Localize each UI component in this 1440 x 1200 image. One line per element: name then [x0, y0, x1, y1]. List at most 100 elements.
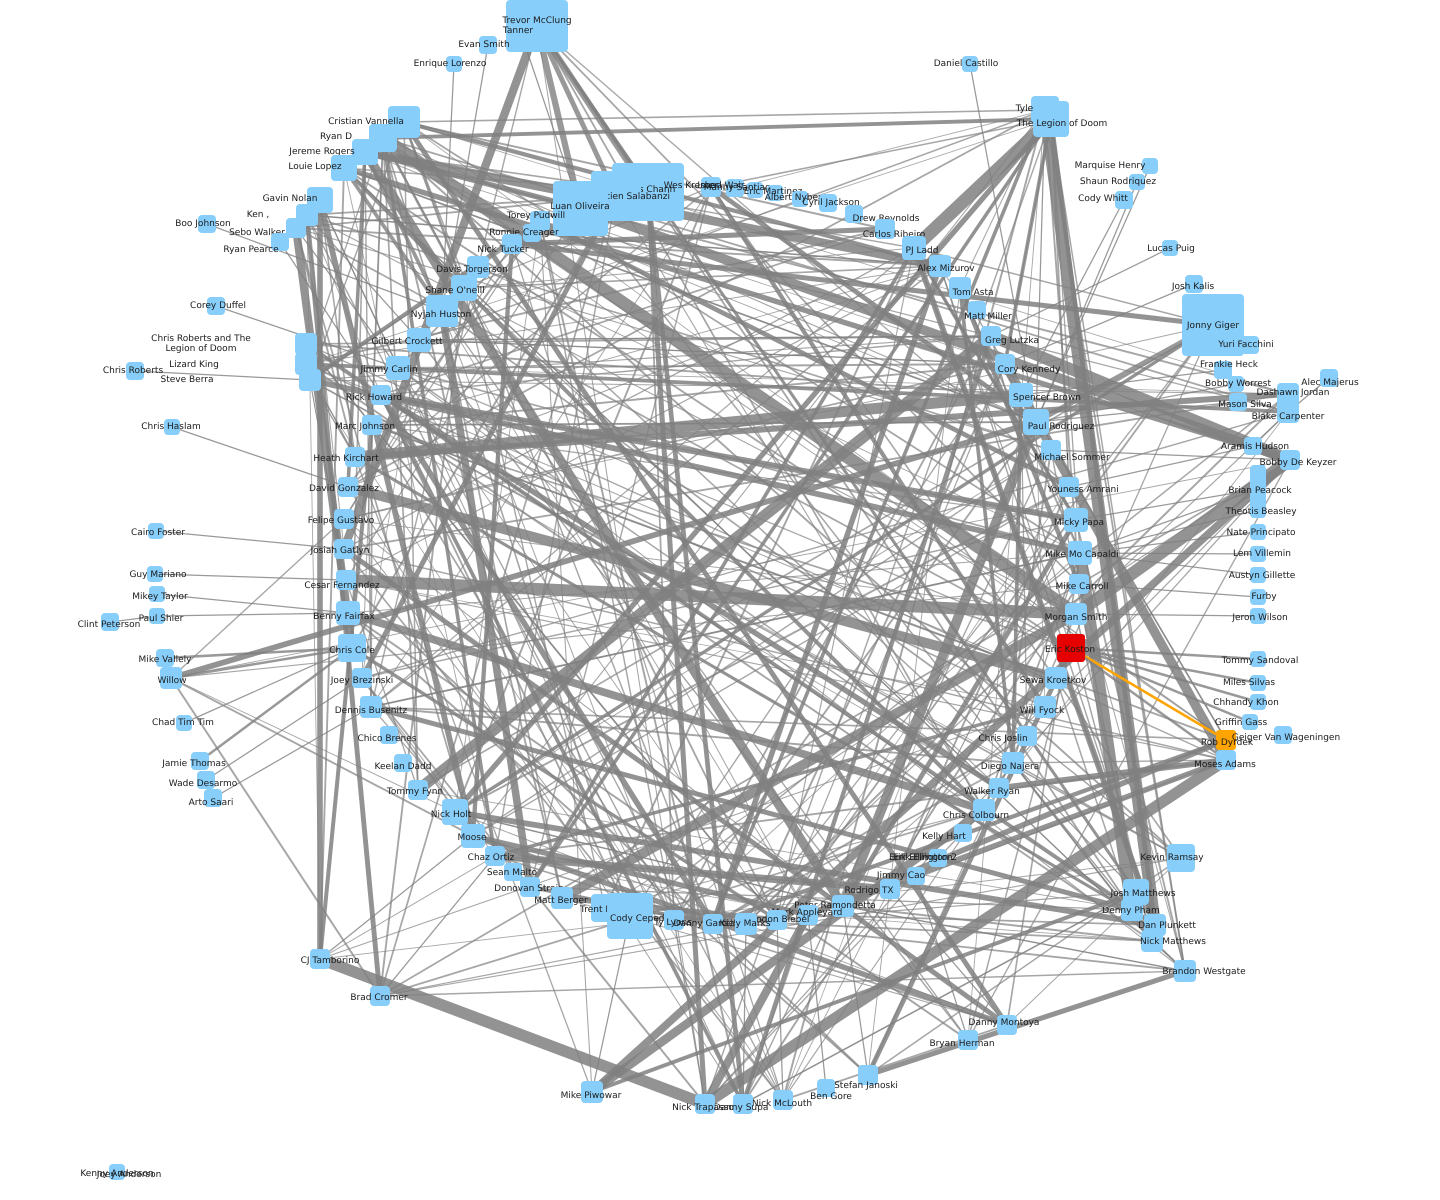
graph-node[interactable] [1141, 930, 1163, 952]
graph-node[interactable] [968, 301, 986, 319]
graph-node[interactable] [817, 1079, 835, 1097]
graph-node[interactable] [1216, 730, 1236, 750]
graph-node[interactable] [299, 369, 321, 391]
graph-node[interactable] [371, 385, 391, 405]
graph-node[interactable] [695, 1094, 715, 1114]
graph-node[interactable] [338, 634, 366, 662]
graph-node[interactable] [1185, 275, 1203, 293]
graph-node[interactable] [426, 295, 458, 327]
graph-node[interactable] [1034, 696, 1056, 718]
graph-node[interactable] [819, 194, 837, 212]
graph-node[interactable] [767, 910, 787, 930]
graph-node[interactable] [902, 236, 926, 260]
graph-node[interactable] [407, 328, 431, 352]
graph-node[interactable] [954, 824, 972, 842]
graph-node[interactable] [1244, 437, 1262, 455]
graph-node[interactable] [1250, 651, 1266, 667]
graph-node[interactable] [1277, 401, 1299, 423]
graph-node[interactable] [1250, 524, 1266, 540]
graph-node[interactable] [1174, 960, 1196, 982]
graph-node[interactable] [845, 205, 863, 223]
graph-node[interactable] [295, 333, 317, 355]
graph-node[interactable] [735, 913, 757, 935]
graph-node[interactable] [1002, 752, 1024, 774]
graph-node[interactable] [207, 297, 225, 315]
graph-node[interactable] [336, 601, 360, 625]
graph-node[interactable] [1162, 240, 1178, 256]
graph-node[interactable] [880, 879, 900, 899]
graph-node[interactable] [798, 905, 818, 925]
graph-node[interactable] [733, 1094, 753, 1114]
graph-node[interactable] [958, 1030, 978, 1050]
graph-node[interactable] [160, 667, 182, 689]
graph-node[interactable] [1320, 369, 1338, 387]
graph-node[interactable] [148, 523, 164, 539]
graph-node[interactable] [1059, 477, 1079, 497]
graph-node[interactable] [352, 668, 372, 688]
graph-node[interactable] [1068, 541, 1092, 565]
graph-node[interactable] [1064, 508, 1088, 532]
graph-node[interactable] [858, 1065, 878, 1085]
graph-node[interactable] [338, 477, 358, 497]
graph-node[interactable] [362, 415, 382, 435]
graph-node[interactable] [334, 539, 354, 559]
graph-node[interactable] [164, 419, 180, 435]
graph-node[interactable] [485, 846, 505, 866]
graph-node[interactable] [461, 824, 485, 848]
graph-node[interactable] [408, 780, 428, 800]
graph-node[interactable] [191, 752, 209, 770]
graph-node[interactable] [981, 326, 1001, 346]
graph-node[interactable] [767, 185, 783, 201]
graph-node[interactable] [726, 179, 744, 197]
graph-node[interactable] [198, 215, 216, 233]
graph-node[interactable] [581, 1081, 603, 1103]
graph-node[interactable] [504, 863, 522, 881]
graph-node[interactable] [101, 613, 119, 631]
graph-node[interactable] [109, 1164, 125, 1180]
graph-node[interactable] [345, 447, 365, 467]
graph-node[interactable] [773, 1090, 793, 1110]
graph-node[interactable] [1033, 101, 1069, 137]
graph-node[interactable] [523, 224, 541, 242]
graph-node[interactable] [502, 234, 522, 254]
graph-node[interactable] [1250, 502, 1266, 518]
graph-node[interactable] [1250, 465, 1266, 513]
graph-node[interactable] [1065, 603, 1087, 625]
graph-node[interactable] [1241, 336, 1259, 354]
graph-node[interactable] [513, 27, 531, 45]
graph-node[interactable] [204, 789, 222, 807]
graph-node[interactable] [995, 354, 1015, 374]
graph-node[interactable] [1182, 294, 1244, 356]
graph-node[interactable] [156, 649, 174, 667]
graph-node[interactable] [1045, 667, 1067, 689]
graph-node[interactable] [997, 1015, 1017, 1035]
graph-node[interactable] [1023, 409, 1049, 435]
graph-node[interactable] [1274, 726, 1292, 744]
graph-node[interactable] [989, 778, 1009, 798]
graph-node[interactable] [331, 155, 357, 181]
graph-node[interactable] [360, 696, 382, 718]
graph-node[interactable] [442, 799, 468, 825]
graph-node[interactable] [703, 914, 723, 934]
graph-node[interactable] [792, 191, 808, 207]
graph-node[interactable] [334, 509, 354, 529]
graph-node[interactable] [1057, 634, 1085, 662]
graph-node[interactable] [370, 986, 390, 1006]
graph-node[interactable] [394, 754, 412, 772]
graph-node[interactable] [551, 887, 573, 909]
graph-node[interactable] [520, 877, 540, 897]
graph-node[interactable] [1009, 383, 1033, 407]
graph-node[interactable] [310, 949, 330, 969]
graph-node[interactable] [286, 218, 306, 238]
graph-node[interactable] [875, 219, 895, 239]
graph-node[interactable] [126, 362, 144, 380]
graph-node[interactable] [1017, 726, 1037, 746]
graph-node[interactable] [1228, 376, 1244, 392]
graph-node[interactable] [1280, 450, 1300, 470]
graph-node[interactable] [832, 895, 854, 917]
graph-node[interactable] [1250, 589, 1266, 605]
graph-node[interactable] [479, 36, 497, 54]
graph-node[interactable] [1277, 383, 1299, 405]
graph-node[interactable] [1121, 899, 1143, 921]
graph-node[interactable] [380, 726, 398, 744]
